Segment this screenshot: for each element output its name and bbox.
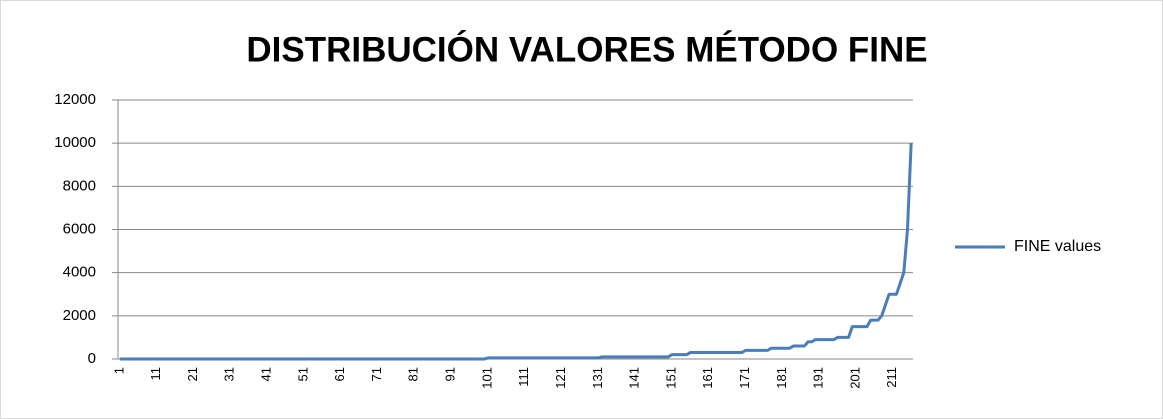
x-tick-label: 21	[185, 367, 200, 381]
x-tick-label: 171	[737, 367, 752, 389]
x-tick-label: 111	[516, 367, 531, 387]
x-tick-label: 161	[700, 367, 715, 389]
x-tick-label: 11	[148, 367, 163, 381]
y-tick-label: 8000	[63, 177, 96, 194]
y-tick-label: 12000	[54, 91, 96, 108]
x-tick-label: 61	[332, 367, 347, 381]
legend-label: FINE values	[1014, 238, 1101, 255]
x-tick-label: 151	[663, 367, 678, 389]
x-tick-label: 101	[479, 367, 494, 389]
x-tick-label: 121	[553, 367, 568, 389]
x-tick-label: 141	[627, 367, 642, 389]
y-tick-label: 4000	[63, 264, 96, 281]
x-tick-label: 211	[884, 367, 899, 388]
x-tick-label: 191	[811, 367, 826, 389]
y-tick-label: 0	[88, 350, 96, 367]
chart-title: DISTRIBUCIÓN VALORES MÉTODO FINE	[246, 29, 927, 69]
x-tick-label: 201	[847, 367, 862, 389]
x-tick-label: 91	[443, 367, 458, 381]
x-tick-label: 31	[222, 367, 237, 381]
x-tick-label: 51	[295, 367, 310, 381]
x-tick-label: 1	[111, 367, 126, 374]
line-series	[119, 143, 913, 361]
y-tick-label: 6000	[63, 220, 96, 237]
y-tick-label: 10000	[54, 134, 96, 151]
y-tick-label: 2000	[63, 307, 96, 324]
x-tick-label: 181	[774, 367, 789, 389]
x-tick-label: 71	[369, 367, 384, 381]
x-tick-label: 131	[590, 367, 605, 389]
x-tick-label: 41	[259, 367, 274, 381]
x-tick-label: 81	[406, 367, 421, 381]
